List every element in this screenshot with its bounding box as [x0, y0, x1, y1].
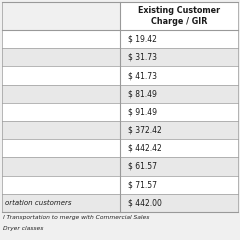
Bar — [2, 85, 238, 103]
Bar — [2, 194, 238, 212]
Text: $ 31.73: $ 31.73 — [128, 53, 157, 62]
Bar — [2, 2, 120, 30]
Bar — [2, 121, 238, 139]
Bar — [2, 48, 238, 66]
Bar — [2, 30, 238, 48]
Text: ortation customers: ortation customers — [5, 200, 72, 206]
Bar — [2, 66, 238, 85]
Bar — [2, 157, 238, 176]
Bar — [2, 103, 238, 121]
Text: $ 91.49: $ 91.49 — [128, 108, 157, 116]
Text: $ 71.57: $ 71.57 — [128, 180, 157, 189]
Bar — [120, 2, 238, 30]
Text: $ 61.57: $ 61.57 — [128, 162, 157, 171]
Bar — [2, 139, 238, 157]
Text: Existing Customer
Charge / GIR: Existing Customer Charge / GIR — [138, 6, 220, 26]
Text: $ 81.49: $ 81.49 — [128, 89, 157, 98]
Text: $ 442.42: $ 442.42 — [128, 144, 162, 153]
Text: $ 372.42: $ 372.42 — [128, 126, 162, 135]
Bar — [2, 176, 238, 194]
Text: l Transportation to merge with Commercial Sales: l Transportation to merge with Commercia… — [3, 215, 149, 220]
Text: $ 19.42: $ 19.42 — [128, 35, 157, 44]
Text: Dryer classes: Dryer classes — [3, 226, 43, 231]
Text: $ 41.73: $ 41.73 — [128, 71, 157, 80]
Text: $ 442.00: $ 442.00 — [128, 198, 162, 207]
